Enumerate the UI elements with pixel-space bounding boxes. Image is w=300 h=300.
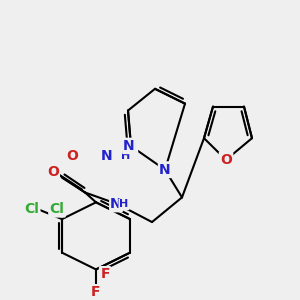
Text: H: H bbox=[121, 151, 130, 161]
Text: O: O bbox=[220, 153, 232, 167]
Text: F: F bbox=[91, 285, 101, 299]
Text: H: H bbox=[119, 199, 129, 209]
Text: O: O bbox=[47, 165, 59, 179]
Text: Cl: Cl bbox=[50, 202, 64, 216]
Text: N: N bbox=[159, 163, 171, 177]
Text: N: N bbox=[101, 149, 113, 163]
Text: F: F bbox=[100, 267, 110, 281]
Text: O: O bbox=[66, 149, 78, 163]
Text: N: N bbox=[159, 163, 171, 177]
Text: N: N bbox=[125, 139, 137, 153]
Text: N: N bbox=[123, 139, 135, 153]
Text: N: N bbox=[110, 197, 122, 211]
Text: Cl: Cl bbox=[25, 202, 39, 216]
Text: O: O bbox=[220, 153, 232, 167]
